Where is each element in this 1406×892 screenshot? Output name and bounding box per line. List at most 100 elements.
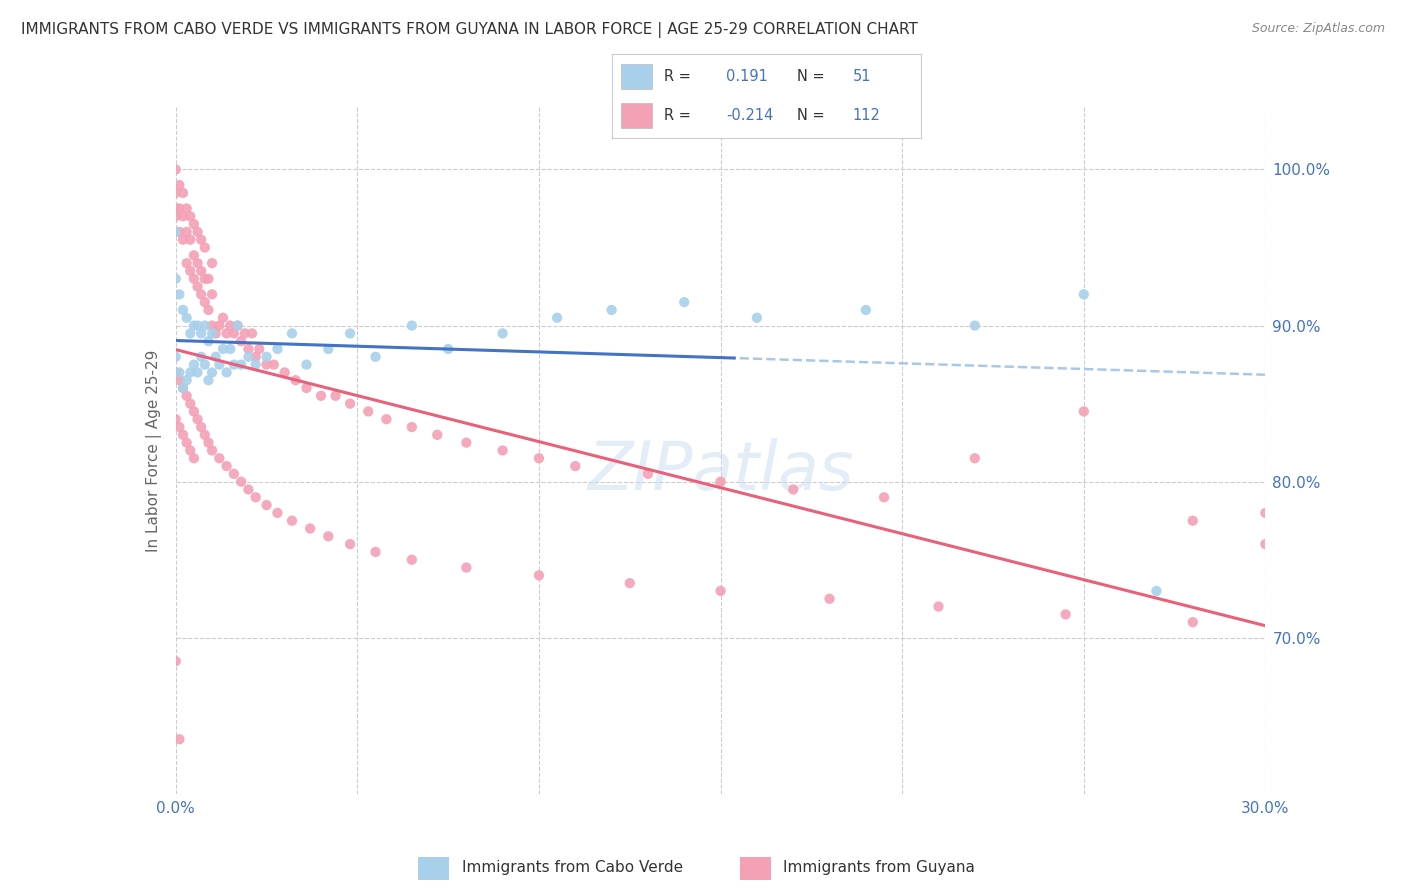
Point — [426, 428, 449, 442]
Text: -0.214: -0.214 — [725, 108, 773, 123]
Point — [165, 350, 187, 364]
Point — [208, 451, 231, 466]
Point — [165, 366, 187, 380]
Point — [190, 264, 212, 278]
Point — [172, 381, 194, 395]
Point — [172, 381, 194, 395]
Point — [222, 326, 245, 341]
Point — [1181, 615, 1204, 630]
Point — [169, 420, 191, 434]
Point — [231, 358, 253, 372]
Point — [364, 350, 387, 364]
Point — [201, 326, 224, 341]
Point — [197, 435, 219, 450]
Text: Source: ZipAtlas.com: Source: ZipAtlas.com — [1251, 22, 1385, 36]
Point — [183, 358, 205, 372]
Point — [183, 404, 205, 418]
Point — [231, 334, 253, 349]
Point — [600, 303, 623, 318]
Point — [1146, 584, 1168, 599]
Point — [673, 295, 696, 310]
Point — [197, 271, 219, 285]
Point — [183, 217, 205, 231]
Point — [325, 389, 347, 403]
Point — [226, 318, 249, 333]
Point — [183, 451, 205, 466]
Point — [274, 366, 297, 380]
Point — [710, 584, 733, 599]
Point — [710, 475, 733, 489]
Point — [176, 256, 198, 270]
Point — [179, 366, 201, 380]
Point — [208, 318, 231, 333]
Point — [928, 599, 950, 614]
Point — [1073, 287, 1095, 301]
Point — [186, 225, 209, 239]
Point — [176, 389, 198, 403]
Text: R =: R = — [664, 108, 692, 123]
Point — [364, 545, 387, 559]
Point — [194, 271, 217, 285]
Point — [179, 264, 201, 278]
Point — [339, 397, 361, 411]
Text: N =: N = — [797, 69, 825, 84]
Point — [1054, 607, 1077, 622]
Point — [165, 225, 187, 239]
Point — [818, 591, 841, 606]
Point — [169, 732, 191, 747]
Point — [194, 241, 217, 255]
Point — [238, 483, 260, 497]
Point — [212, 310, 235, 325]
Text: Immigrants from Guyana: Immigrants from Guyana — [783, 861, 976, 875]
Point — [245, 490, 267, 504]
Text: N =: N = — [797, 108, 825, 123]
Point — [527, 568, 550, 582]
Point — [238, 342, 260, 356]
Point — [183, 248, 205, 262]
Text: ZIPatlas: ZIPatlas — [588, 438, 853, 504]
Point — [176, 373, 198, 387]
Point — [256, 350, 278, 364]
Point — [194, 358, 217, 372]
Point — [256, 498, 278, 512]
Point — [1181, 514, 1204, 528]
Point — [318, 529, 340, 543]
Point — [546, 310, 568, 325]
Point — [208, 358, 231, 372]
Point — [456, 435, 478, 450]
Point — [186, 412, 209, 426]
Point — [357, 404, 380, 418]
Point — [456, 560, 478, 574]
Point — [183, 271, 205, 285]
Point — [169, 202, 191, 216]
Point — [165, 271, 187, 285]
FancyBboxPatch shape — [621, 103, 652, 128]
Point — [186, 366, 209, 380]
Point — [873, 490, 896, 504]
Point — [782, 483, 804, 497]
Point — [245, 350, 267, 364]
Point — [169, 225, 191, 239]
Point — [169, 287, 191, 301]
Point — [165, 654, 187, 668]
Text: R =: R = — [664, 69, 692, 84]
Point — [176, 435, 198, 450]
Point — [169, 366, 191, 380]
FancyBboxPatch shape — [419, 856, 450, 880]
Point — [197, 303, 219, 318]
Point — [183, 318, 205, 333]
Point — [527, 451, 550, 466]
Point — [165, 186, 187, 200]
Point — [215, 366, 238, 380]
Point — [233, 326, 256, 341]
Point — [201, 318, 224, 333]
Text: 51: 51 — [853, 69, 872, 84]
Point — [201, 443, 224, 458]
Point — [299, 521, 322, 535]
Point — [186, 256, 209, 270]
Point — [855, 303, 877, 318]
Point — [179, 210, 201, 224]
Point — [169, 373, 191, 387]
Point — [215, 326, 238, 341]
Point — [197, 373, 219, 387]
